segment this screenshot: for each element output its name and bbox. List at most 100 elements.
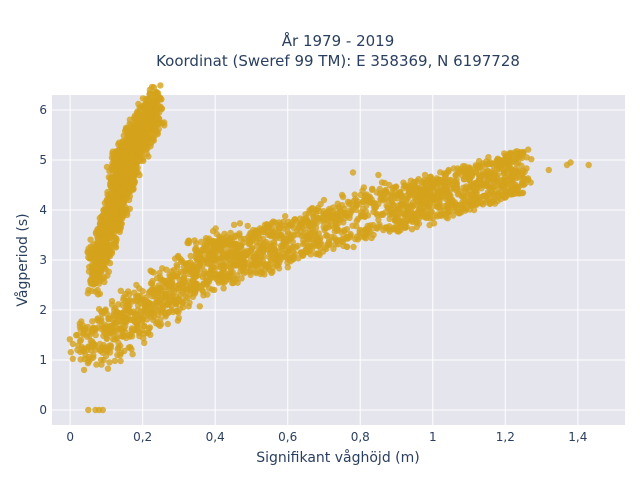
scatter-point [284, 249, 291, 256]
scatter-point [220, 285, 227, 292]
scatter-point [81, 326, 88, 334]
scatter-point [105, 200, 112, 208]
scatter-point [139, 141, 146, 148]
scatter-point [321, 226, 328, 234]
scatter-point [449, 212, 457, 219]
scatter-point [463, 183, 470, 190]
scatter-point [220, 251, 227, 258]
scatter-point [93, 361, 100, 368]
scatter-point [219, 272, 227, 280]
scatter-point [212, 225, 219, 232]
scatter-point [350, 243, 357, 251]
scatter-point [267, 233, 275, 240]
scatter-point [406, 208, 414, 215]
scatter-point [305, 210, 313, 217]
scatter-point [417, 204, 424, 211]
scatter-point [425, 178, 432, 185]
scatter-point [162, 283, 169, 290]
scatter-point [501, 150, 508, 157]
scatter-point [208, 265, 216, 273]
scatter-point [129, 122, 137, 129]
scatter-point [373, 189, 380, 196]
scatter-point [253, 254, 260, 261]
scatter-point [88, 287, 95, 295]
scatter-point [185, 237, 192, 244]
scatter-point [481, 192, 489, 200]
scatter-point [123, 314, 130, 322]
scatter-point [186, 299, 193, 306]
scatter-point [443, 184, 450, 192]
scatter-point [193, 281, 201, 289]
scatter-point [164, 320, 171, 328]
scatter-point [341, 227, 348, 234]
scatter-point [349, 169, 357, 176]
scatter-point [151, 287, 158, 294]
scatter-point [262, 238, 270, 246]
scatter-point [484, 160, 491, 168]
scatter-point [513, 174, 520, 182]
scatter-point [100, 253, 108, 261]
x-tick-label: 1,2 [496, 430, 515, 444]
chart-title-line2: Koordinat (Sweref 99 TM): E 358369, N 61… [156, 52, 520, 70]
scatter-point [386, 215, 393, 222]
scatter-point [351, 191, 358, 198]
scatter-point [143, 137, 150, 144]
scatter-point [112, 154, 120, 162]
scatter-point [141, 101, 148, 109]
scatter-point [428, 208, 435, 216]
scatter-point [280, 242, 288, 249]
scatter-point [447, 176, 455, 184]
scatter-point [85, 406, 92, 414]
scatter-point [438, 189, 445, 196]
scatter-point [510, 170, 517, 177]
scatter-point [282, 213, 289, 220]
scatter-point [444, 215, 451, 222]
scatter-point [119, 139, 126, 146]
scatter-point [66, 336, 74, 343]
scatter-point [360, 184, 368, 191]
scatter-point [157, 321, 165, 328]
scatter-point [100, 206, 107, 214]
scatter-point [96, 340, 104, 348]
scatter-point [375, 171, 382, 179]
scatter-point [527, 179, 534, 186]
y-axis-title: Vågperiod (s) [14, 213, 31, 306]
scatter-point [405, 202, 412, 209]
scatter-point [120, 132, 128, 139]
scatter-point [437, 207, 444, 214]
scatter-point [344, 234, 351, 242]
data-points [66, 82, 592, 414]
scatter-point [157, 82, 164, 89]
scatter-point [148, 301, 156, 308]
scatter-point [273, 259, 280, 267]
scatter-point [299, 252, 306, 259]
scatter-point [477, 178, 484, 186]
scatter-point [192, 288, 199, 295]
scatter-point [334, 214, 341, 221]
scatter-point [213, 230, 220, 238]
scatter-point [399, 198, 406, 205]
scatter-point [227, 260, 234, 268]
scatter-point [93, 265, 101, 272]
scatter-point [74, 331, 81, 339]
scatter-point [128, 151, 135, 159]
scatter-point [126, 172, 134, 179]
scatter-point [101, 234, 108, 242]
scatter-point [95, 280, 103, 287]
scatter-point [247, 271, 254, 279]
scatter-point [117, 287, 125, 294]
scatter-point [206, 251, 213, 258]
scatter-point [215, 279, 222, 286]
scatter-point [170, 297, 177, 305]
scatter-point [309, 204, 316, 212]
scatter-point [451, 202, 458, 209]
scatter-point [153, 320, 160, 327]
scatter-point [142, 146, 149, 153]
scatter-point [200, 288, 207, 295]
scatter-point [101, 222, 109, 229]
scatter-point [177, 268, 184, 276]
scatter-point [111, 357, 119, 365]
scatter-point [104, 365, 112, 372]
scatter-point [118, 160, 125, 168]
